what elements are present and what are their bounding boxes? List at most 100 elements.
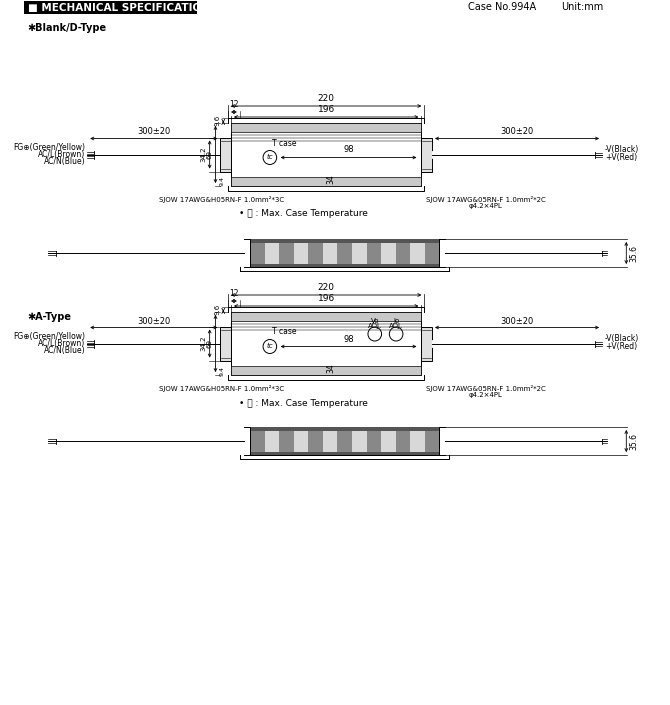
Bar <box>425 427 440 455</box>
Text: 9.6: 9.6 <box>214 304 220 315</box>
Text: 300±20: 300±20 <box>137 317 170 326</box>
Text: Vo: Vo <box>371 318 379 324</box>
Text: 34: 34 <box>326 363 336 373</box>
Text: 34.2: 34.2 <box>201 147 207 162</box>
Bar <box>396 427 410 455</box>
Bar <box>250 427 440 431</box>
Text: 69: 69 <box>206 150 212 159</box>
Text: 196: 196 <box>318 294 335 303</box>
Bar <box>338 239 352 267</box>
Bar <box>250 239 440 267</box>
Bar <box>231 312 421 321</box>
Bar <box>220 326 231 360</box>
Text: 98: 98 <box>343 334 354 343</box>
Bar <box>250 239 440 267</box>
Bar <box>231 177 421 186</box>
Text: 300±20: 300±20 <box>500 128 534 137</box>
Bar <box>338 427 352 455</box>
Text: FG⊕(Green/Yellow): FG⊕(Green/Yellow) <box>13 332 85 341</box>
Text: ✱A-Type: ✱A-Type <box>27 312 71 322</box>
Bar <box>396 239 410 267</box>
Bar <box>323 427 338 455</box>
Text: 220: 220 <box>318 283 335 292</box>
Text: 34: 34 <box>326 174 336 184</box>
Text: ■ MECHANICAL SPECIFICATION: ■ MECHANICAL SPECIFICATION <box>28 3 210 13</box>
Bar <box>352 239 366 267</box>
Text: 220: 220 <box>318 94 335 103</box>
Text: 69: 69 <box>206 339 212 348</box>
Text: Case No.994A: Case No.994A <box>468 3 536 13</box>
Bar <box>250 427 265 455</box>
Bar <box>250 239 440 243</box>
Bar <box>279 239 293 267</box>
Text: 12: 12 <box>229 289 239 298</box>
Text: Unit:mm: Unit:mm <box>561 3 604 13</box>
Bar <box>410 427 425 455</box>
Bar <box>293 427 308 455</box>
Text: 34.2: 34.2 <box>201 336 207 351</box>
Bar <box>410 239 425 267</box>
Text: 9.4: 9.4 <box>219 176 224 187</box>
Bar <box>293 239 308 267</box>
Text: ADJ.: ADJ. <box>368 323 382 329</box>
Text: φ4.2×4PL: φ4.2×4PL <box>468 392 502 398</box>
Bar <box>250 264 440 267</box>
Bar <box>366 239 381 267</box>
Text: 196: 196 <box>318 105 335 114</box>
Bar <box>381 239 396 267</box>
Text: 98: 98 <box>343 145 354 154</box>
Bar <box>250 427 440 455</box>
Text: Io: Io <box>393 318 399 324</box>
Text: tc: tc <box>267 154 273 160</box>
Bar <box>265 427 279 455</box>
Text: AC/N(Blue): AC/N(Blue) <box>44 157 85 166</box>
Text: AC/L(Brown): AC/L(Brown) <box>38 150 85 159</box>
Bar <box>220 137 231 171</box>
Text: 9.6: 9.6 <box>214 115 220 126</box>
Text: 9.4: 9.4 <box>219 365 224 376</box>
Text: T case: T case <box>272 328 296 336</box>
Bar <box>250 451 440 455</box>
Text: ADJ.: ADJ. <box>389 323 403 329</box>
Text: ✱Blank/D-Type: ✱Blank/D-Type <box>27 23 106 33</box>
Text: SJOW 17AWG&05RN-F 1.0mm²*2C: SJOW 17AWG&05RN-F 1.0mm²*2C <box>425 385 545 392</box>
Text: AC/L(Brown): AC/L(Brown) <box>38 339 85 348</box>
Text: 300±20: 300±20 <box>500 317 534 326</box>
Text: • Ⓣ : Max. Case Temperature: • Ⓣ : Max. Case Temperature <box>239 209 368 219</box>
Bar <box>231 312 421 375</box>
Text: 35.6: 35.6 <box>629 245 639 262</box>
Text: +V(Red): +V(Red) <box>605 153 637 162</box>
Text: +V(Red): +V(Red) <box>605 342 637 351</box>
Text: AC/N(Blue): AC/N(Blue) <box>44 346 85 355</box>
Text: SJOW 17AWG&05RN-F 1.0mm²*2C: SJOW 17AWG&05RN-F 1.0mm²*2C <box>425 196 545 203</box>
Text: φ4.2×4PL: φ4.2×4PL <box>468 203 502 209</box>
Bar <box>265 239 279 267</box>
Text: FG⊕(Green/Yellow): FG⊕(Green/Yellow) <box>13 143 85 152</box>
Bar <box>366 427 381 455</box>
Text: -V(Black): -V(Black) <box>605 334 639 343</box>
Text: • Ⓣ : Max. Case Temperature: • Ⓣ : Max. Case Temperature <box>239 398 368 407</box>
Bar <box>421 137 432 171</box>
Text: 300±20: 300±20 <box>137 128 170 137</box>
Bar <box>250 239 265 267</box>
Text: 35.6: 35.6 <box>629 432 639 450</box>
Bar <box>381 427 396 455</box>
Bar <box>250 427 440 455</box>
Text: 12: 12 <box>229 100 239 109</box>
Text: SJOW 17AWG&H05RN-F 1.0mm²*3C: SJOW 17AWG&H05RN-F 1.0mm²*3C <box>159 196 284 203</box>
Bar <box>231 123 421 132</box>
Text: tc: tc <box>267 343 273 349</box>
Bar <box>425 239 440 267</box>
Bar <box>308 427 323 455</box>
Text: -V(Black): -V(Black) <box>605 145 639 154</box>
Bar <box>231 123 421 186</box>
Bar <box>308 239 323 267</box>
Bar <box>24 1 197 14</box>
Bar <box>231 366 421 375</box>
Bar <box>352 427 366 455</box>
Bar <box>279 427 293 455</box>
Bar <box>323 239 338 267</box>
Text: SJOW 17AWG&H05RN-F 1.0mm²*3C: SJOW 17AWG&H05RN-F 1.0mm²*3C <box>159 385 284 392</box>
Text: T case: T case <box>272 138 296 147</box>
Bar <box>421 326 432 360</box>
